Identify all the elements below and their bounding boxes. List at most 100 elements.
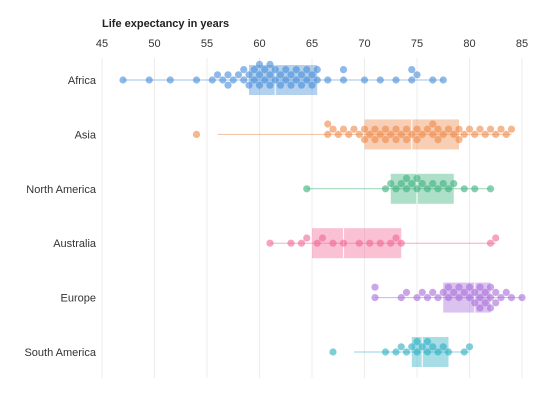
data-point: [455, 136, 463, 144]
data-point: [476, 294, 484, 302]
data-point: [418, 130, 426, 138]
data-point: [486, 283, 495, 291]
data-point: [376, 130, 384, 138]
data-point: [429, 130, 437, 138]
data-point: [413, 294, 421, 302]
data-point: [360, 76, 369, 84]
x-tick-label: 60: [253, 38, 265, 50]
data-point: [292, 76, 300, 84]
data-point: [339, 125, 348, 133]
data-point: [429, 76, 437, 84]
series-australia: Australia: [53, 228, 500, 259]
data-point: [276, 71, 285, 79]
series-europe: Europe: [61, 282, 526, 313]
data-point: [119, 76, 127, 84]
data-point: [450, 288, 458, 296]
data-point: [408, 180, 416, 188]
series-africa: Africa: [68, 60, 447, 95]
data-point: [465, 125, 474, 133]
data-point: [297, 239, 306, 247]
data-point: [250, 76, 258, 84]
data-point: [418, 288, 426, 296]
data-point: [476, 304, 484, 312]
data-point: [413, 338, 421, 346]
data-point: [240, 76, 248, 84]
x-tick-label: 65: [306, 38, 318, 50]
data-point: [303, 66, 311, 74]
data-point: [402, 348, 411, 356]
data-point: [397, 343, 405, 351]
category-label: Asia: [75, 129, 97, 141]
data-point: [408, 130, 416, 138]
data-point: [392, 234, 400, 242]
category-label: Europe: [61, 293, 96, 305]
data-point: [471, 130, 479, 138]
data-point: [392, 348, 400, 356]
data-point: [366, 239, 374, 247]
data-point: [371, 136, 379, 144]
data-point: [450, 180, 458, 188]
data-point: [324, 76, 332, 84]
data-point: [439, 76, 447, 84]
data-point: [392, 136, 400, 144]
data-point: [402, 174, 411, 182]
x-tick-label: 55: [201, 38, 213, 50]
data-point: [387, 239, 395, 247]
x-tick-label: 85: [516, 38, 528, 50]
data-point: [413, 71, 421, 79]
data-point: [387, 130, 395, 138]
data-point: [329, 348, 337, 356]
data-point: [408, 76, 416, 84]
data-point: [429, 120, 437, 128]
data-point: [460, 130, 468, 138]
data-point: [371, 294, 379, 302]
data-point: [460, 288, 468, 296]
x-tick-label: 50: [148, 38, 160, 50]
data-point: [255, 60, 264, 68]
data-point: [303, 234, 311, 242]
data-point: [408, 343, 416, 351]
data-point: [371, 283, 379, 291]
data-point: [266, 239, 274, 247]
data-point: [455, 125, 463, 133]
data-point: [497, 294, 505, 302]
data-point: [444, 185, 453, 193]
x-tick-label: 70: [358, 38, 370, 50]
data-point: [360, 136, 369, 144]
data-point: [329, 239, 337, 247]
data-point: [423, 294, 432, 302]
category-label: North America: [26, 184, 97, 196]
data-point: [471, 185, 479, 193]
data-point: [261, 66, 269, 74]
data-point: [497, 125, 505, 133]
data-point: [381, 185, 390, 193]
data-point: [476, 283, 484, 291]
data-point: [355, 130, 363, 138]
series-layer: Africa Asia North America Australia Europe So…: [24, 60, 526, 367]
data-point: [402, 288, 411, 296]
data-point: [266, 81, 274, 89]
data-point: [208, 76, 216, 84]
x-tick-label: 80: [463, 38, 475, 50]
data-point: [313, 76, 321, 84]
data-point: [339, 76, 348, 84]
iqr-box: [390, 173, 454, 204]
data-point: [329, 125, 337, 133]
data-point: [439, 130, 447, 138]
data-point: [465, 283, 474, 291]
data-point: [434, 185, 442, 193]
data-point: [486, 185, 495, 193]
data-point: [423, 338, 432, 346]
data-point: [486, 125, 495, 133]
data-point: [423, 185, 432, 193]
series-south-america: South America: [24, 337, 474, 367]
data-point: [450, 130, 458, 138]
data-point: [486, 294, 495, 302]
data-point: [507, 125, 516, 133]
data-point: [261, 76, 269, 84]
data-point: [324, 120, 332, 128]
data-point: [276, 81, 285, 89]
data-point: [413, 136, 421, 144]
data-point: [266, 60, 274, 68]
data-point: [313, 239, 321, 247]
